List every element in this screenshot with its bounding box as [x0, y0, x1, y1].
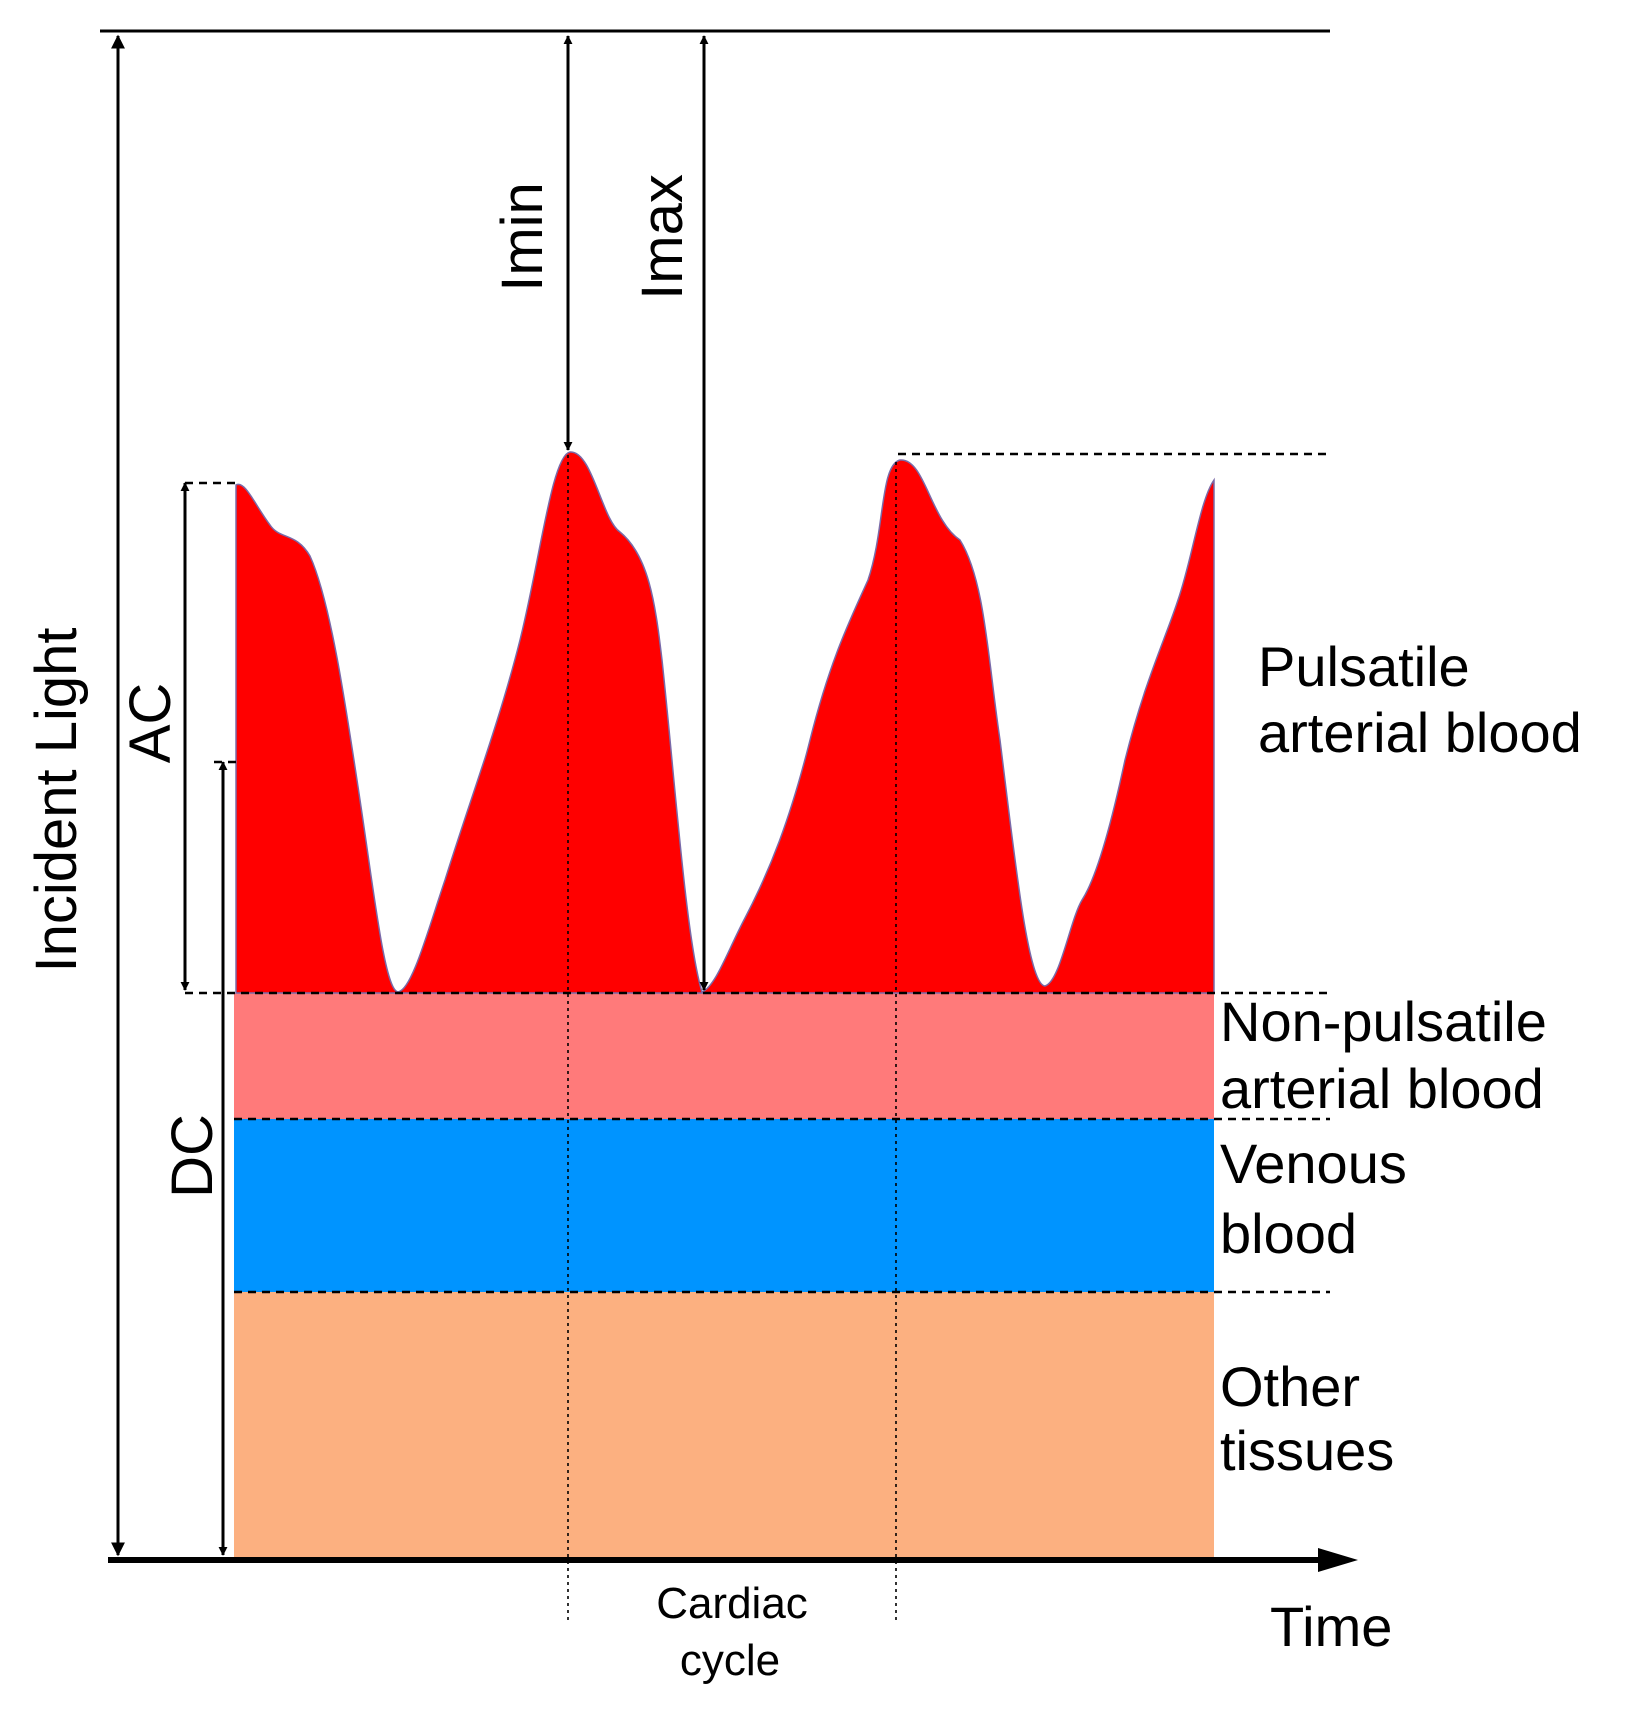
incident-light-label: Incident Light — [24, 627, 89, 972]
venous-label-line1: Venous — [1220, 1132, 1407, 1195]
time-label: Time — [1270, 1595, 1392, 1658]
dc-label: DC — [160, 1114, 225, 1198]
other-tissues-label-line1: Other — [1220, 1355, 1360, 1418]
venous-blood-band — [234, 1119, 1214, 1292]
non-pulsatile-label-line2: arterial blood — [1220, 1057, 1544, 1120]
venous-label-line2: blood — [1220, 1202, 1357, 1265]
imax-label: Imax — [630, 174, 695, 300]
non-pulsatile-label-line1: Non-pulsatile — [1220, 990, 1547, 1053]
pulsatile-label-line1: Pulsatile — [1258, 635, 1470, 698]
other-tissues-band — [234, 1292, 1214, 1557]
time-axis-arrowhead — [1318, 1548, 1358, 1572]
ac-label: AC — [118, 683, 183, 764]
pulsatile-label-line2: arterial blood — [1258, 701, 1582, 764]
cardiac-cycle-label-line2: cycle — [680, 1636, 780, 1685]
other-tissues-label-line2: tissues — [1220, 1419, 1394, 1482]
imin-label: Imin — [490, 182, 555, 292]
non-pulsatile-band — [234, 993, 1214, 1119]
cardiac-cycle-label-line1: Cardiac — [656, 1579, 808, 1628]
pulsatile-waveform — [235, 451, 1215, 994]
